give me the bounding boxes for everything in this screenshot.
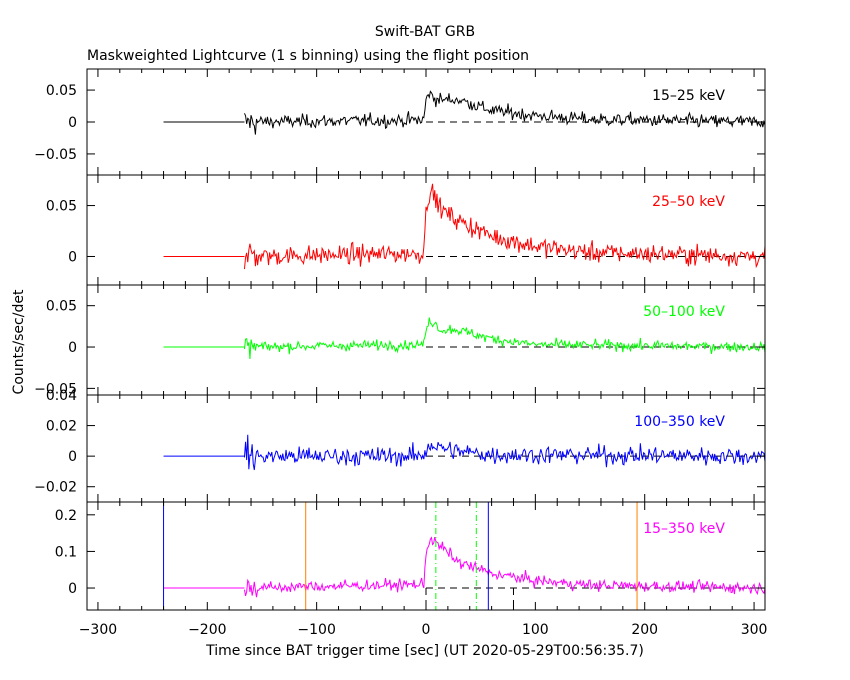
x-tick-label: 0: [422, 622, 431, 638]
panel-1: −0.05 0 0.05 15–25 keV: [34, 68, 766, 176]
panel-frame: [86, 174, 766, 286]
y-tick-label: 0: [68, 340, 77, 356]
energy-band-label: 15–25 keV: [652, 88, 725, 104]
y-tick-label: −0.05: [34, 147, 77, 163]
x-tick-label: −200: [188, 622, 226, 638]
y-tick-label: 0: [68, 449, 77, 465]
panel-frame: [86, 394, 766, 503]
x-tick-label: 300: [741, 622, 768, 638]
lightcurve-series: [244, 90, 765, 135]
energy-band-label: 15–350 keV: [643, 521, 725, 537]
x-axis: −300 −200 −100 0 100 200 300: [79, 622, 768, 638]
lightcurve-series: [243, 317, 765, 359]
y-axis-label: Counts/sec/det: [11, 289, 27, 394]
panel-frame: [86, 284, 766, 396]
lightcurve-series: [243, 536, 765, 598]
lightcurve-series: [243, 183, 765, 270]
y-tick-label: 0: [68, 115, 77, 131]
y-tick-label: −0.05: [34, 381, 77, 397]
energy-band-label: 50–100 keV: [643, 304, 725, 320]
x-tick-label: 100: [522, 622, 549, 638]
panel-4: −0.02 0 0.02 0.04 100–350 keV: [34, 388, 766, 503]
y-tick-label: 0.1: [55, 544, 77, 560]
x-tick-label: −100: [297, 622, 335, 638]
energy-band-label: 100–350 keV: [634, 414, 725, 430]
y-tick-label: 0.05: [46, 299, 77, 315]
lightcurve-series: [243, 434, 765, 471]
x-tick-label: −300: [79, 622, 117, 638]
energy-band-label: 25–50 keV: [652, 194, 725, 210]
panel-3: −0.05 0 0.05 50–100 keV: [34, 284, 766, 397]
y-tick-label: −0.02: [34, 480, 77, 496]
x-tick-label: 200: [631, 622, 658, 638]
y-tick-label: 0: [68, 581, 77, 597]
x-axis-label: Time since BAT trigger time [sec] (UT 20…: [205, 643, 644, 659]
panel-5: 0 0.1 0.2 15–350 keV: [55, 501, 766, 611]
y-tick-label: 0.05: [46, 199, 77, 215]
y-tick-label: 0: [68, 249, 77, 265]
y-tick-label: 0.05: [46, 83, 77, 99]
figure-title: Swift-BAT GRB: [375, 24, 475, 40]
figure-subtitle: Maskweighted Lightcurve (1 s binning) us…: [87, 48, 529, 64]
y-tick-label: 0.04: [46, 388, 77, 404]
y-tick-label: 0.2: [55, 508, 77, 524]
y-tick-label: 0.02: [46, 419, 77, 435]
panel-2: 0 0.05 25–50 keV: [46, 174, 766, 286]
